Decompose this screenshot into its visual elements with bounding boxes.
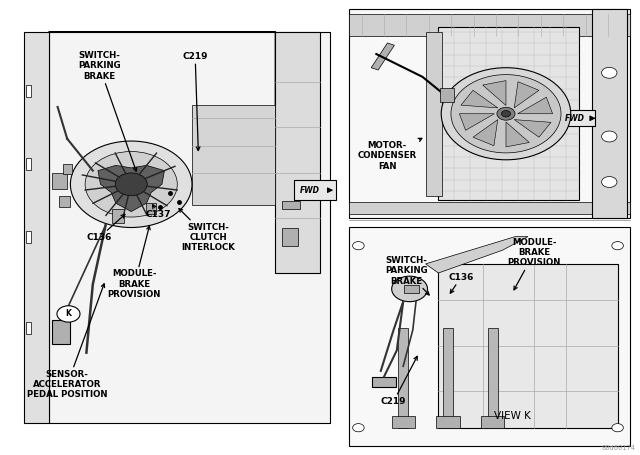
- Circle shape: [612, 242, 623, 250]
- Text: C136: C136: [448, 273, 474, 293]
- Text: MOTOR-
CONDENSER
FAN: MOTOR- CONDENSER FAN: [358, 138, 422, 171]
- Bar: [26, 158, 31, 170]
- Bar: [443, 328, 453, 428]
- Bar: [59, 196, 70, 207]
- Bar: [26, 322, 31, 334]
- Bar: [438, 27, 579, 200]
- Polygon shape: [49, 32, 320, 182]
- Polygon shape: [98, 165, 164, 212]
- Bar: [52, 320, 70, 344]
- Polygon shape: [473, 120, 498, 146]
- Polygon shape: [506, 122, 529, 147]
- Bar: [398, 328, 408, 428]
- Text: SWITCH-
PARKING
BRAKE: SWITCH- PARKING BRAKE: [78, 51, 137, 171]
- Polygon shape: [483, 81, 506, 106]
- Text: C136: C136: [86, 214, 125, 242]
- Bar: [349, 228, 630, 446]
- Polygon shape: [514, 120, 551, 137]
- Polygon shape: [518, 97, 552, 114]
- Text: MODULE-
BRAKE
PROVISION: MODULE- BRAKE PROVISION: [108, 226, 161, 299]
- Circle shape: [392, 276, 428, 302]
- Bar: [26, 231, 31, 243]
- Text: C137: C137: [146, 205, 172, 219]
- Circle shape: [441, 68, 571, 160]
- Bar: [372, 377, 396, 387]
- Bar: [112, 209, 124, 223]
- Bar: [436, 416, 460, 428]
- Circle shape: [451, 75, 561, 153]
- Bar: [404, 285, 419, 293]
- Bar: [440, 88, 454, 102]
- Bar: [481, 416, 504, 428]
- Bar: [560, 110, 595, 126]
- Bar: [192, 105, 275, 205]
- Circle shape: [602, 67, 617, 78]
- Bar: [349, 14, 630, 36]
- Circle shape: [115, 173, 147, 196]
- Bar: [63, 164, 72, 174]
- Circle shape: [502, 111, 511, 117]
- Bar: [349, 202, 630, 214]
- Polygon shape: [426, 237, 528, 273]
- Bar: [438, 264, 618, 428]
- Polygon shape: [461, 90, 498, 108]
- Bar: [488, 328, 498, 428]
- Circle shape: [57, 306, 80, 322]
- Circle shape: [497, 107, 515, 120]
- Text: C219: C219: [381, 356, 417, 406]
- Text: K: K: [65, 309, 72, 318]
- Bar: [392, 416, 415, 428]
- Text: SWITCH-
PARKING
BRAKE: SWITCH- PARKING BRAKE: [385, 256, 429, 295]
- Bar: [349, 9, 630, 218]
- Bar: [49, 32, 330, 423]
- Bar: [282, 201, 300, 209]
- Bar: [426, 32, 442, 196]
- Polygon shape: [460, 114, 494, 130]
- Polygon shape: [514, 82, 539, 108]
- Bar: [146, 203, 156, 214]
- Text: 80d60174: 80d60174: [602, 445, 636, 451]
- Bar: [26, 85, 31, 97]
- Bar: [371, 43, 394, 70]
- Text: SENSOR-
ACCELERATOR
PEDAL POSITION: SENSOR- ACCELERATOR PEDAL POSITION: [27, 284, 108, 399]
- Bar: [6, 9, 342, 446]
- Bar: [275, 32, 320, 273]
- Text: FWD: FWD: [564, 114, 584, 123]
- Bar: [52, 173, 67, 189]
- Circle shape: [85, 152, 177, 217]
- Circle shape: [353, 424, 364, 432]
- Circle shape: [612, 424, 623, 432]
- Bar: [282, 228, 298, 246]
- Circle shape: [602, 131, 617, 142]
- Text: VIEW K: VIEW K: [493, 411, 531, 421]
- Bar: [592, 9, 627, 218]
- Bar: [24, 32, 49, 423]
- Text: MODULE-
BRAKE
PROVISION: MODULE- BRAKE PROVISION: [508, 238, 561, 290]
- Text: C219: C219: [182, 52, 208, 151]
- Circle shape: [353, 242, 364, 250]
- Circle shape: [70, 141, 192, 228]
- Text: FWD: FWD: [300, 186, 319, 195]
- Text: SWITCH-
CLUTCH
INTERLOCK: SWITCH- CLUTCH INTERLOCK: [179, 208, 235, 253]
- Circle shape: [602, 177, 617, 187]
- Bar: [294, 180, 336, 200]
